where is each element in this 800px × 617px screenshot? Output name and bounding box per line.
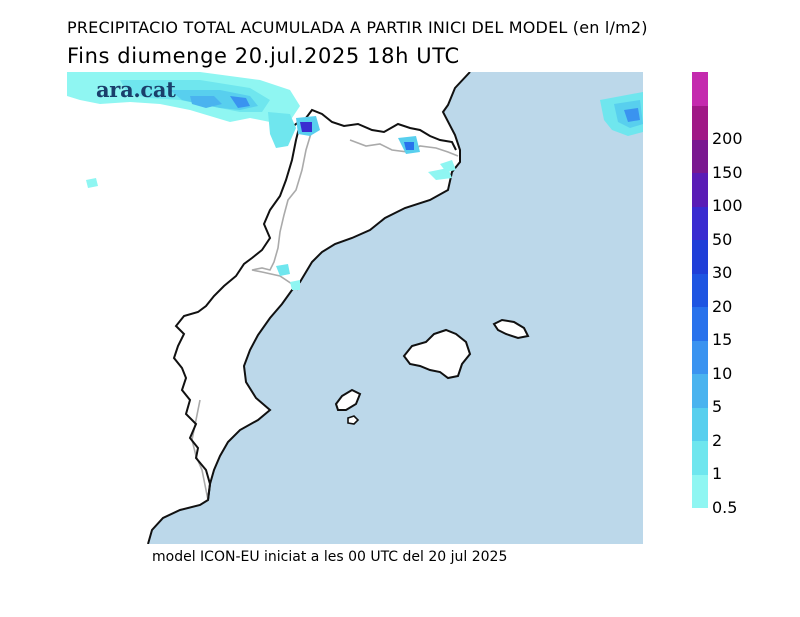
mainland-coastline (147, 72, 471, 544)
legend-label: 150 (712, 162, 743, 182)
region-border-west (251, 129, 313, 291)
legend-label: 50 (712, 229, 733, 249)
legend-swatch (692, 172, 708, 207)
legend-label: 200 (712, 129, 743, 149)
legend-swatch (692, 474, 708, 509)
legend-swatch (692, 440, 708, 475)
ibiza-island (334, 388, 362, 411)
legend-swatch (692, 407, 708, 442)
menorca-island (492, 318, 530, 340)
legend-label: 5 (712, 397, 723, 417)
model-run-footer: model ICON-EU iniciat a les 00 UTC del 2… (152, 549, 508, 565)
legend-label: 15 (712, 330, 733, 350)
legend-swatch (692, 105, 708, 140)
precipitation-patches (67, 72, 643, 290)
legend-swatch (692, 306, 708, 341)
mainland-area (67, 72, 470, 544)
valid-time-subtitle: Fins diumenge 20.jul.2025 18h UTC (67, 44, 460, 68)
land-outline-west (172, 117, 307, 501)
legend-label: 30 (712, 263, 733, 283)
legend-swatch (692, 139, 708, 174)
legend-label: 2 (712, 430, 723, 450)
mallorca-island (402, 328, 472, 380)
legend-label: 1 (712, 464, 723, 484)
legend-label: 0.5 (712, 498, 738, 517)
legend-swatch (692, 206, 708, 241)
legend-label: 100 (712, 196, 743, 216)
precipitation-legend (692, 72, 708, 509)
ara-cat-logo: ara.cat (96, 77, 176, 102)
legend-swatch (692, 340, 708, 375)
legend-swatch (692, 239, 708, 274)
legend-swatch (692, 373, 708, 408)
legend-label: 20 (712, 296, 733, 316)
legend-swatch (692, 72, 708, 107)
chart-title: PRECIPITACIO TOTAL ACUMULADA A PARTIR IN… (67, 18, 648, 37)
legend-swatch (692, 273, 708, 308)
legend-label: 10 (712, 363, 733, 383)
formentera-island (347, 415, 360, 425)
